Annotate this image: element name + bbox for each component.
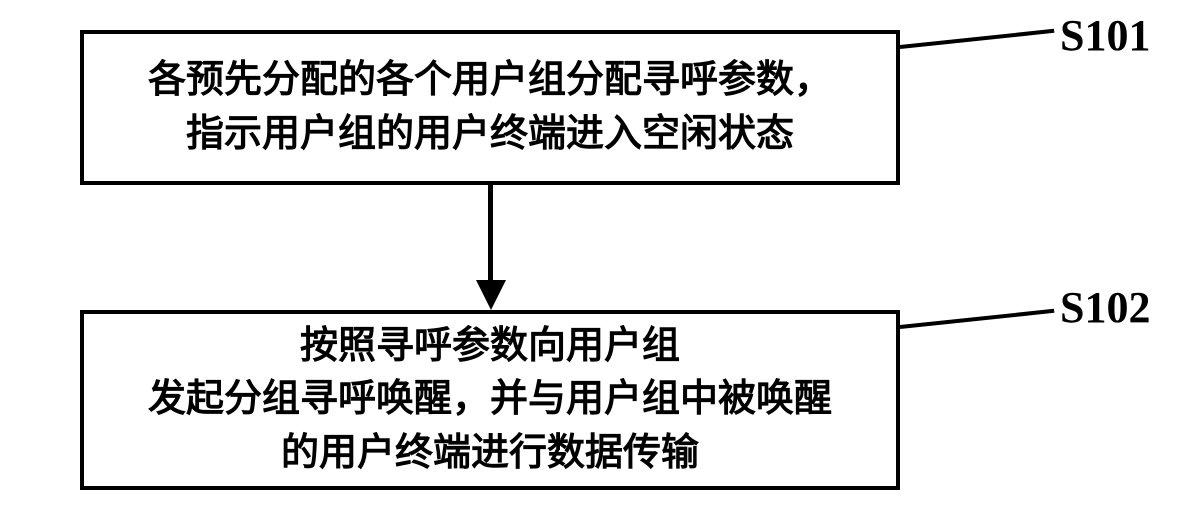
connector-line-1: [900, 29, 1055, 49]
flow-step-text-2: 按照寻呼参数向用户组 发起分组寻呼唤醒，并与用户组中被唤醒 的用户终端进行数据传…: [148, 320, 832, 480]
flow-step-text-1: 各预先分配的各个用户组分配寻呼参数， 指示用户组的用户终端进入空闲状态: [148, 54, 832, 160]
flow-step-label-1: S101: [1060, 10, 1150, 61]
flow-step-box-1: 各预先分配的各个用户组分配寻呼参数， 指示用户组的用户终端进入空闲状态: [80, 30, 900, 185]
connector-line-2: [900, 309, 1055, 329]
flow-step-label-2: S102: [1060, 282, 1150, 333]
arrow-head: [476, 280, 506, 310]
flowchart-container: 各预先分配的各个用户组分配寻呼参数， 指示用户组的用户终端进入空闲状态 S101…: [0, 0, 1189, 510]
flow-step-box-2: 按照寻呼参数向用户组 发起分组寻呼唤醒，并与用户组中被唤醒 的用户终端进行数据传…: [80, 310, 900, 490]
arrow-shaft: [488, 185, 493, 285]
